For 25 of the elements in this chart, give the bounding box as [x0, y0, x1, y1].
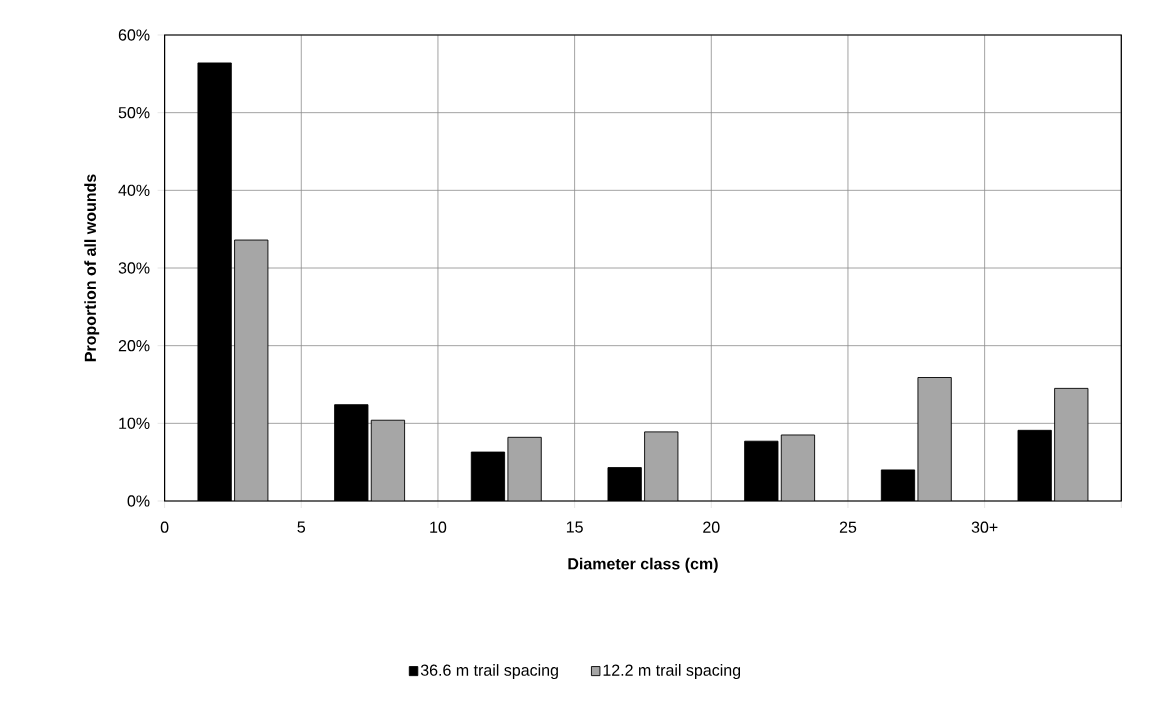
bar [780, 434, 816, 501]
x-tick-label: 20 [703, 521, 720, 533]
y-tick-label: 20% [118, 340, 150, 352]
y-tick-label: 60% [118, 29, 150, 41]
y-axis-title: Proportion of all wounds [84, 174, 100, 362]
y-tick-label: 40% [118, 184, 150, 196]
x-tick-label: 25 [839, 521, 857, 533]
x-tick-label: 15 [566, 521, 583, 533]
y-tick-label: 10% [119, 417, 150, 429]
x-tick-label: 10 [430, 521, 447, 533]
bar [917, 377, 952, 501]
legend-label: 36.6 m trail spacing [420, 664, 558, 680]
bar [234, 239, 269, 501]
bar [1054, 387, 1089, 501]
legend-label: 12.2 m trail spacing [603, 664, 741, 680]
bar [507, 436, 542, 501]
y-tick-label: 30% [118, 262, 150, 274]
x-tick-label: 5 [297, 521, 306, 533]
bar [370, 419, 406, 501]
bar [644, 431, 679, 501]
x-tick-label: 0 [160, 521, 169, 533]
y-tick-label: 50% [118, 107, 150, 119]
x-axis-title: Diameter class (cm) [568, 557, 718, 573]
y-tick-label: 0% [127, 495, 150, 507]
x-tick-label: 30+ [971, 521, 998, 533]
